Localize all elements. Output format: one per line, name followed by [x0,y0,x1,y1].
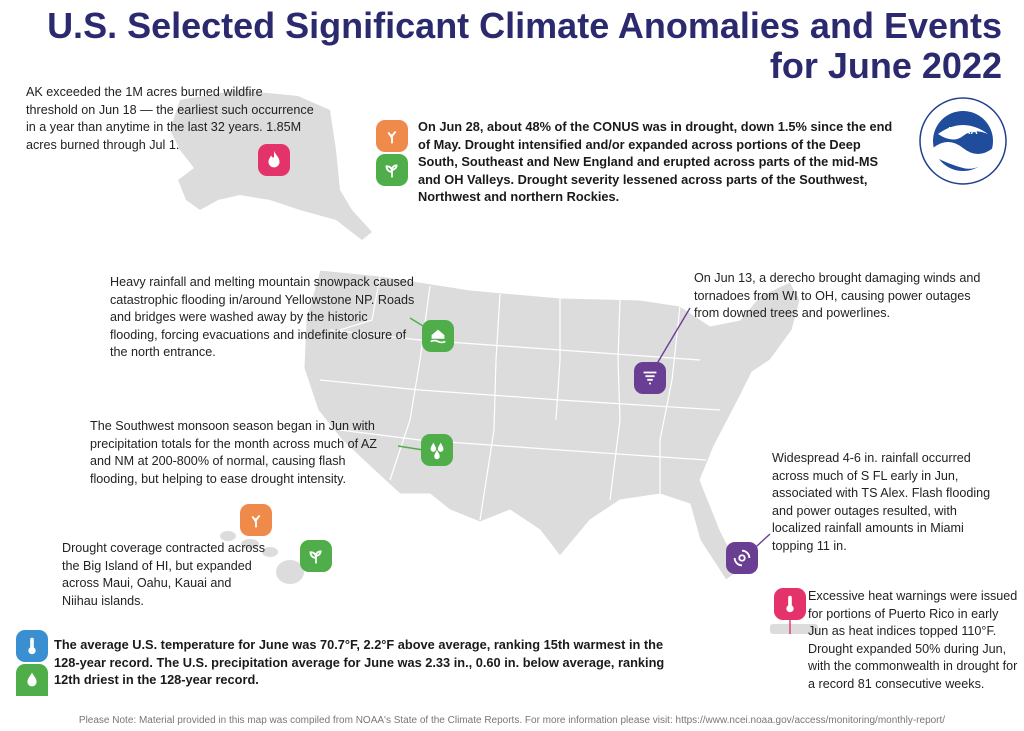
heat-icon [774,588,806,620]
svg-text:NOAA: NOAA [948,126,977,137]
derecho-note: On Jun 13, a derecho brought damaging wi… [694,271,981,320]
hawaii-islands [220,531,304,584]
puerto-rico-shape [770,624,818,634]
wildfire-icon [258,144,290,176]
map-title-line-2: for June 2022 [769,45,1002,86]
map-title-line-1: U.S. Selected Significant Climate Anomal… [47,5,1002,46]
precipitation-icon [16,664,48,696]
flood-icon [422,320,454,352]
monsoon-rain-icon [421,434,453,466]
florida-rainfall-note: Widespread 4-6 in. rainfall occurred acr… [772,451,991,553]
tropical-storm-icon [726,542,758,574]
alaska-wildfire-note: AK exceeded the 1M acres burned wildfire… [26,85,314,152]
derecho-icon [634,362,666,394]
puerto-rico-heat-note: Excessive heat warnings were issued for … [808,589,1018,691]
hawaii-drought-icon [240,504,272,536]
noaa-logo: NOAA [919,97,1007,185]
drought-icon [376,120,408,152]
monsoon-note: The Southwest monsoon season began in Ju… [90,419,377,486]
hawaii-drought-note: Drought coverage contracted across the B… [62,541,266,608]
footer-note: Please Note: Material provided in this m… [78,715,946,726]
national-summary-note: The average U.S. temperature for June wa… [54,637,665,687]
drought-improvement-icon [376,154,408,186]
hawaii-improvement-icon [300,540,332,572]
thermometer-icon [16,630,48,662]
drought-conus-note: On Jun 28, about 48% of the CONUS was in… [418,119,893,204]
yellowstone-flood-note: Heavy rainfall and melting mountain snow… [110,275,415,359]
